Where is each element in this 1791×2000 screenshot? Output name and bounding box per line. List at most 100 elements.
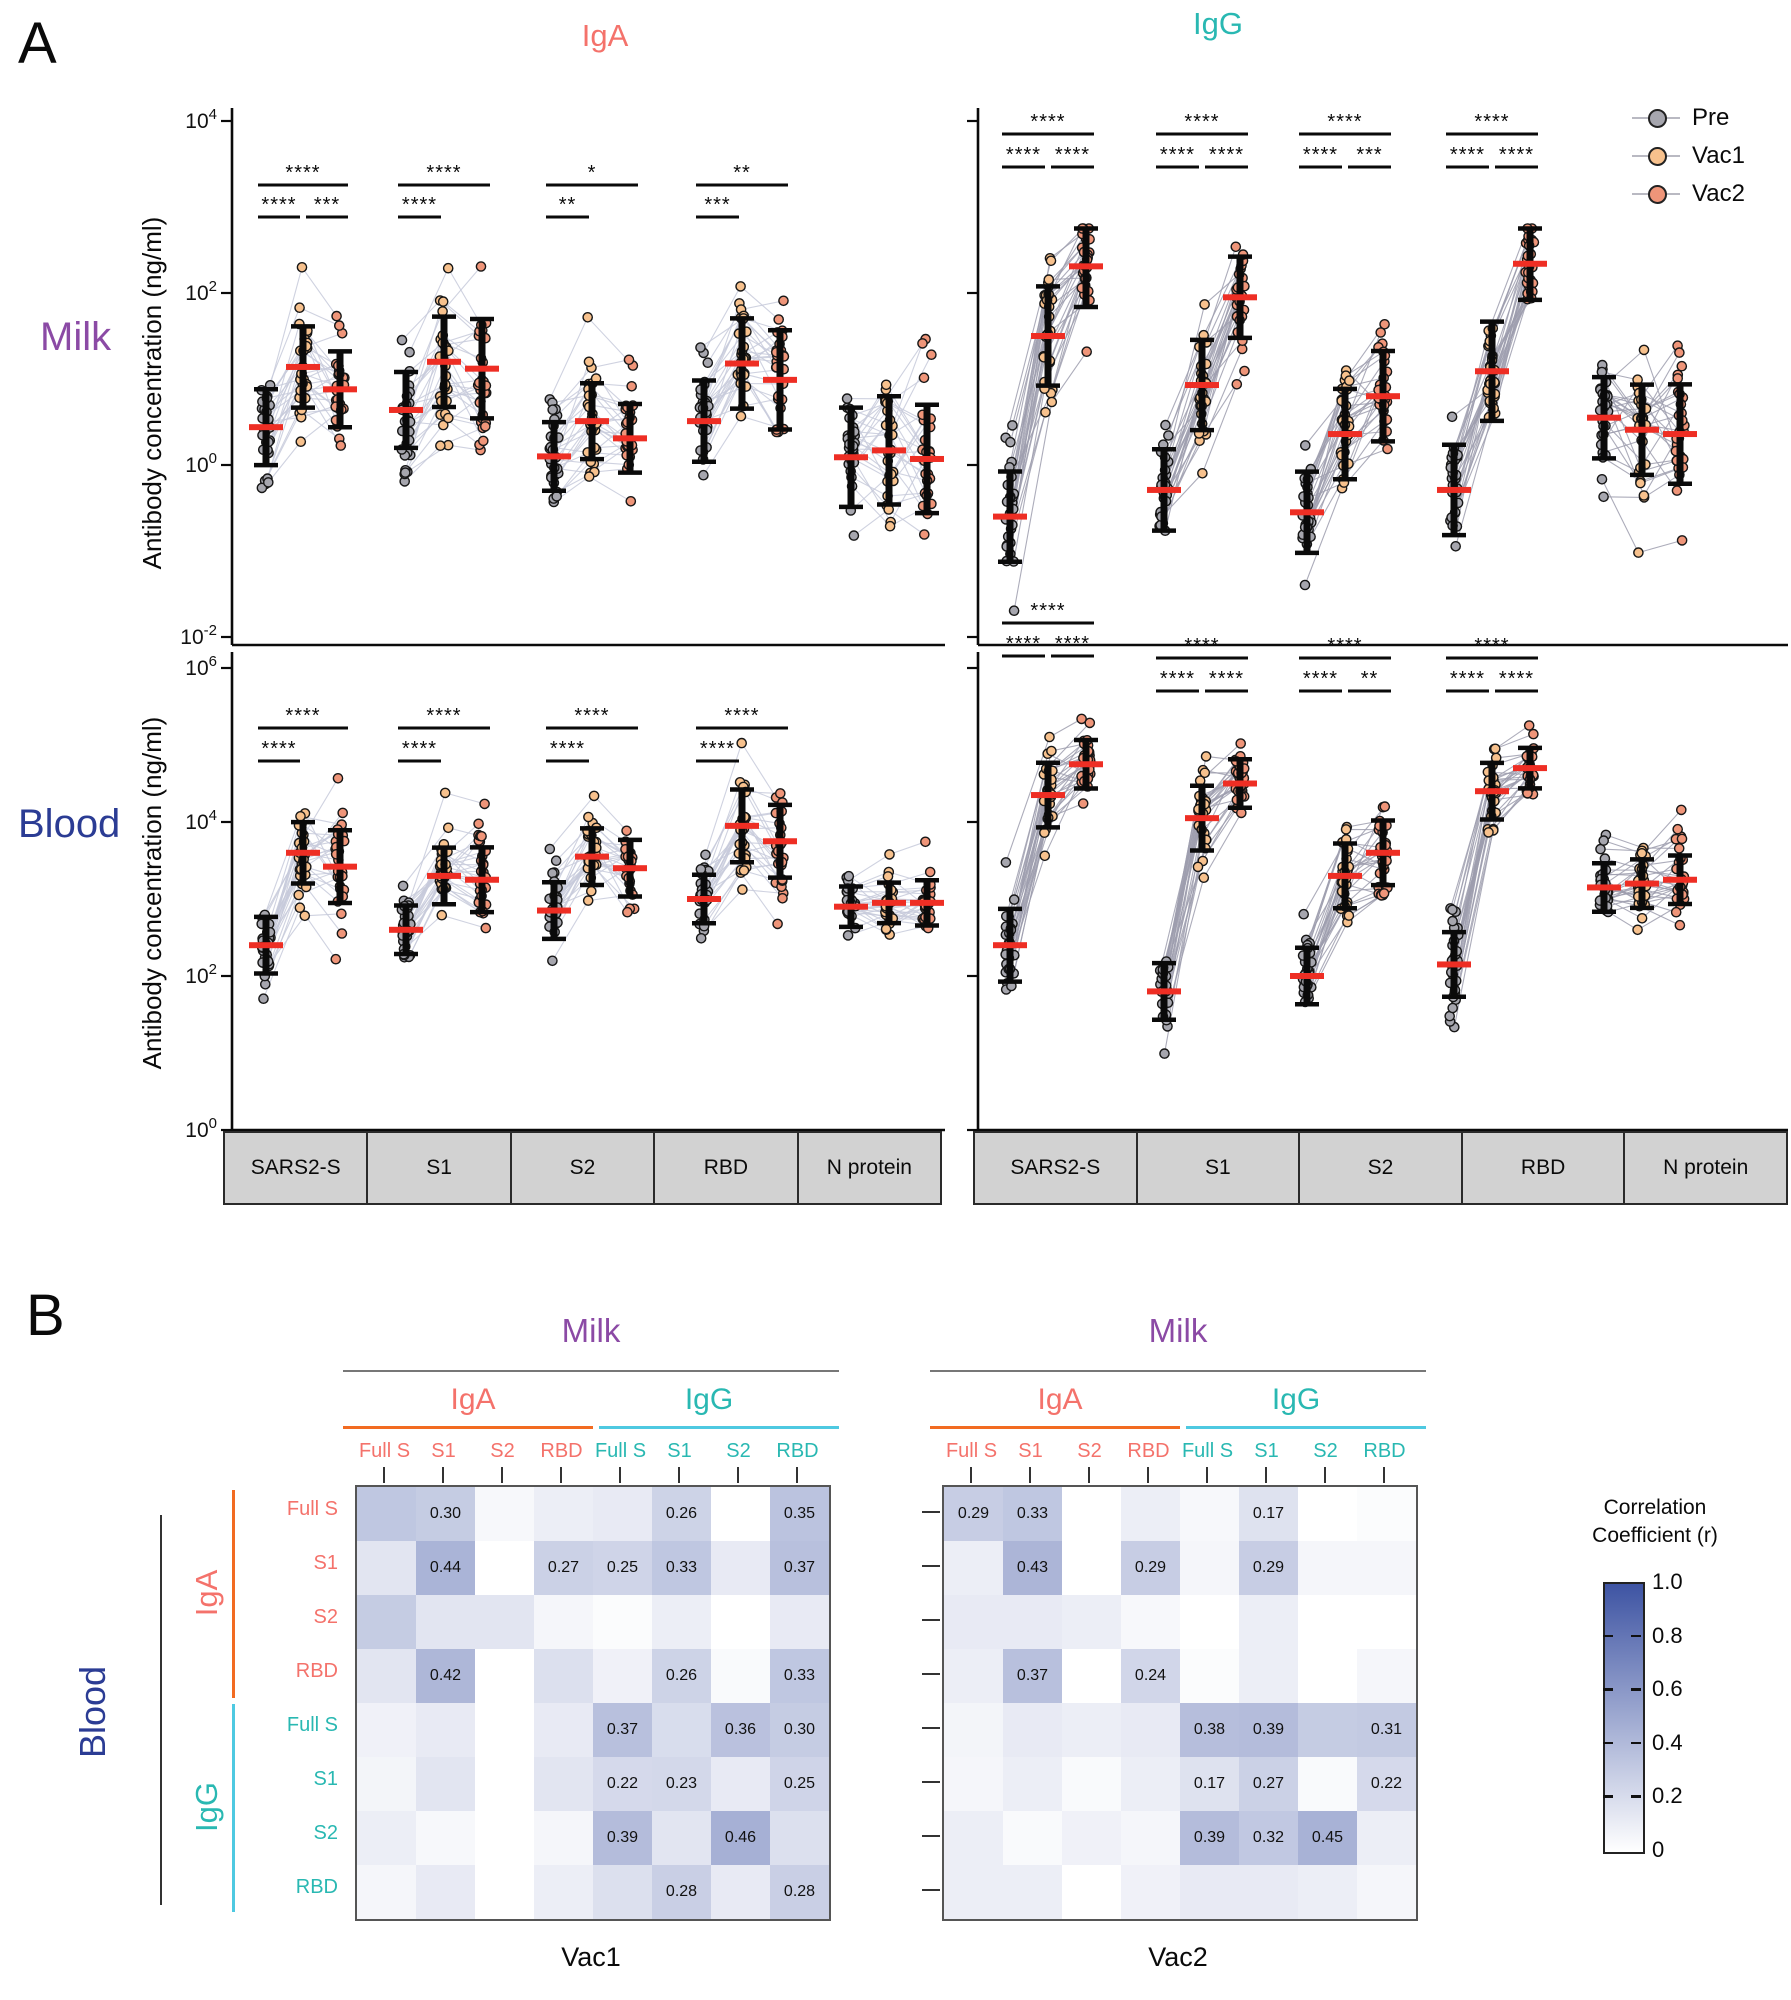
y-tick-label: 102: [185, 961, 217, 988]
significance-stars: ****: [724, 705, 759, 727]
heatmap-cell: [1003, 1865, 1062, 1919]
heatmap-cell: 0.39: [593, 1811, 652, 1865]
antigen-box: SARS2-S: [223, 1131, 369, 1205]
significance-stars: ****: [1450, 144, 1485, 166]
colorbar-tick-label: 0: [1652, 1837, 1665, 1862]
colorbar-tick-label: 0.6: [1652, 1676, 1683, 1702]
legend: Pre Vac1 Vac2: [1632, 104, 1745, 207]
colorbar-tick: [1603, 1741, 1613, 1745]
error-bars: [834, 393, 944, 516]
median-bar: [687, 896, 721, 902]
error-bars: [1290, 348, 1400, 556]
error-bars: [1147, 756, 1257, 1022]
significance: **** **** ****: [1002, 600, 1094, 658]
median-bar: [1437, 961, 1471, 968]
heatmap-cell: [770, 1595, 829, 1649]
heatmap-col-iga-label: IgA: [1037, 1383, 1083, 1416]
median-bar: [249, 942, 283, 949]
heatmap-cell: [1003, 1595, 1062, 1649]
heatmap-row-label: Full S: [286, 1498, 338, 1520]
heatmap-cell: 0.37: [1003, 1649, 1062, 1703]
heatmap-cell: [1357, 1649, 1416, 1703]
heatmap-cell: [475, 1487, 534, 1541]
significance: *****: [696, 162, 788, 219]
colorbar-tick: [1631, 1795, 1641, 1798]
row-label-blood: Blood: [18, 802, 121, 846]
heatmap-cell: [1121, 1595, 1180, 1649]
significance: **** ****: [398, 705, 490, 763]
significance-stars: ****: [1006, 144, 1041, 166]
heatmap-cell: [475, 1811, 534, 1865]
significance-stars: ****: [1474, 111, 1509, 133]
col-tick: [970, 1467, 972, 1483]
y-tick-label: 100: [185, 450, 217, 477]
significance-stars: ****: [426, 162, 461, 184]
median-bar: [323, 386, 357, 393]
median-bar: [1475, 788, 1509, 795]
heatmap-cell: [711, 1649, 770, 1703]
heatmap-cell: [534, 1487, 593, 1541]
heatmap-cell: [1357, 1487, 1416, 1541]
significance: **** **** ****: [1156, 635, 1248, 693]
median-bar: [1031, 333, 1065, 339]
heatmap-col-label: Full S: [594, 1440, 647, 1462]
significance: ******** ***: [1299, 111, 1391, 169]
heatmap-cell: 0.33: [652, 1541, 711, 1595]
heatmap-cell: [593, 1595, 652, 1649]
heatmap-cell: [1062, 1757, 1121, 1811]
colorbar-tick: [1603, 1795, 1613, 1798]
heatmap-cell: [1180, 1865, 1239, 1919]
heatmap-cell: 0.46: [711, 1811, 770, 1865]
iga-cols-line: [343, 1426, 593, 1429]
significance-stars: ****: [1055, 633, 1090, 655]
median-bar: [1185, 815, 1219, 822]
significance-stars: ****: [1030, 600, 1065, 622]
heatmap-cell: [1357, 1865, 1416, 1919]
heatmap-cell: [475, 1703, 534, 1757]
heatmap-milk-title: Milk: [1148, 1312, 1208, 1349]
significance: **** ****: [398, 162, 490, 219]
heatmap-row-iga-label: IgA: [189, 1569, 224, 1617]
median-bar: [575, 418, 609, 425]
heatmap-blood-label: Blood: [72, 1665, 113, 1759]
heatmap-cell: [1298, 1703, 1357, 1757]
antigen-box: N protein: [1623, 1131, 1788, 1205]
heatmap-cell: [1180, 1649, 1239, 1703]
heatmap-cell: [711, 1487, 770, 1541]
antigen-box: S2: [1298, 1131, 1463, 1205]
colorbar-tick: [1631, 1688, 1641, 1691]
heatmap-cell: [1239, 1649, 1298, 1703]
legend-line: [1632, 185, 1680, 204]
heatmap-col-label: S1: [1018, 1440, 1043, 1462]
y-tick-label: 104: [185, 106, 217, 133]
median-bar: [1663, 431, 1697, 438]
heatmap-cell: 0.43: [1003, 1541, 1062, 1595]
median-bar: [725, 822, 759, 829]
heatmap-cell: 0.24: [1121, 1649, 1180, 1703]
col-tick: [1088, 1467, 1090, 1483]
median-bar: [834, 454, 868, 461]
significance: ******** **: [1299, 635, 1391, 693]
heatmap-col-label: RBD: [1363, 1440, 1406, 1462]
heatmap-cell: [1062, 1649, 1121, 1703]
pre-marker-icon: [1648, 109, 1667, 128]
heatmap-cell: 0.29: [1121, 1541, 1180, 1595]
row-tick: [922, 1673, 940, 1675]
significance: **** ****: [258, 705, 348, 763]
median-bar: [1223, 780, 1257, 787]
median-bar: [993, 942, 1027, 949]
error-bars: [249, 324, 357, 468]
heatmap-grid-vac2: 0.29 0.33 0.17 0.43 0.29 0.29 0.37 0.24 0.38 0.39…: [942, 1485, 1418, 1921]
colorbar-tick: [1631, 1634, 1641, 1638]
significance-stars: ***: [704, 194, 730, 216]
col-tick: [383, 1467, 385, 1483]
heatmap-cell: 0.26: [652, 1487, 711, 1541]
col-tick: [501, 1467, 503, 1483]
heatmap-col-label: RBD: [776, 1440, 819, 1462]
legend-item-pre: Pre: [1632, 104, 1745, 131]
heatmap-col-igg-label: IgG: [1271, 1383, 1321, 1416]
heatmap-cell: 0.30: [416, 1487, 475, 1541]
error-bars: [687, 316, 797, 465]
heatmap-cell: [593, 1865, 652, 1919]
